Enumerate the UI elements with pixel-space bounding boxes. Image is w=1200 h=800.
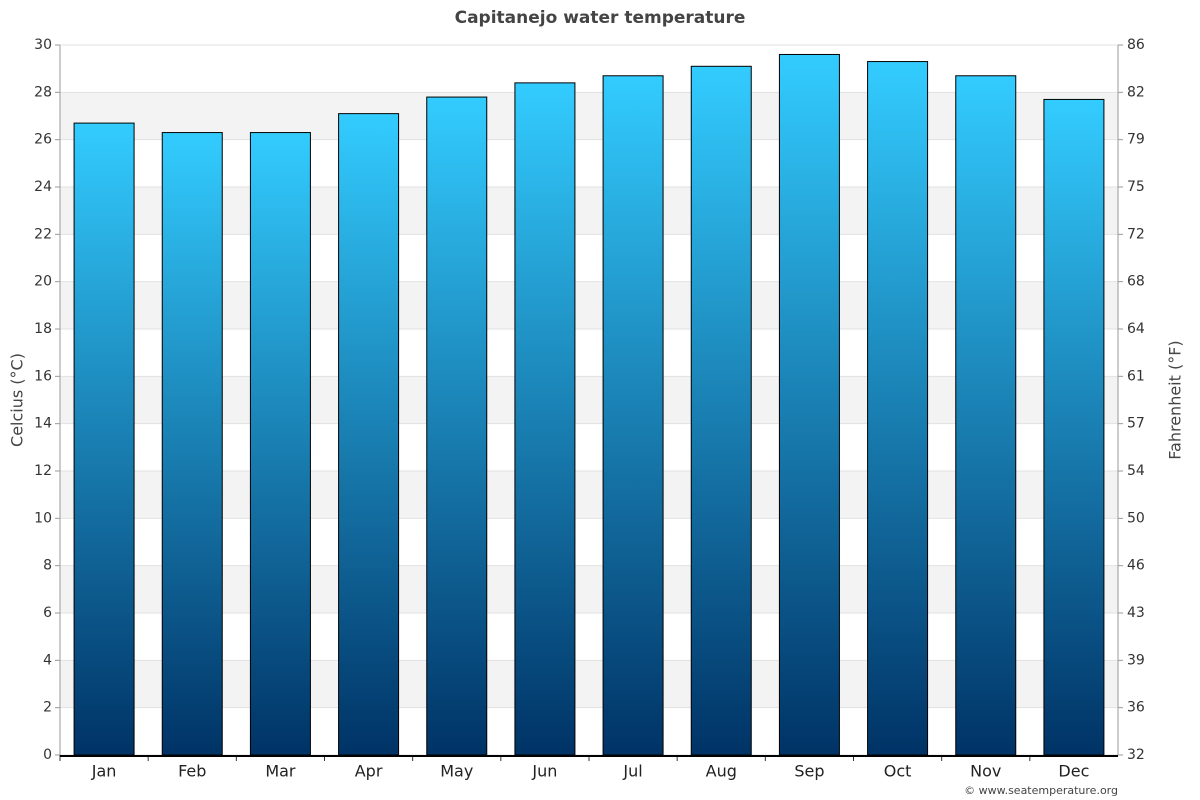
- x-tick-label: May: [440, 762, 473, 781]
- y-tick-label: 12: [34, 463, 52, 479]
- y2-tick-label: 39: [1127, 652, 1145, 668]
- y-tick-label: 10: [34, 510, 52, 526]
- y-tick-label: 18: [34, 321, 52, 337]
- bar: [73, 122, 135, 756]
- bar: [690, 65, 752, 756]
- x-tick-label: Oct: [884, 762, 912, 781]
- bar: [955, 75, 1017, 756]
- bar: [778, 53, 840, 756]
- y2-tick-label: 43: [1127, 605, 1145, 621]
- grid-band: [60, 565, 1118, 613]
- y2-tick-label: 75: [1127, 179, 1145, 195]
- x-tick-label: Mar: [265, 762, 296, 781]
- y-tick-label: 8: [43, 558, 52, 574]
- x-tick-label: Nov: [970, 762, 1001, 781]
- y-tick-label: 14: [34, 416, 52, 432]
- bar: [867, 61, 929, 756]
- y2-tick-label: 86: [1127, 37, 1145, 53]
- x-tick-label: Aug: [706, 762, 737, 781]
- y-tick-label: 6: [43, 605, 52, 621]
- grid-band: [60, 471, 1118, 519]
- y2-tick-label: 50: [1127, 510, 1145, 526]
- y-tick-label: 20: [34, 274, 52, 290]
- y2-tick-label: 79: [1127, 132, 1145, 148]
- y-tick-label: 24: [34, 179, 52, 195]
- x-tick-label: Jan: [91, 762, 117, 781]
- grid-band: [60, 660, 1118, 708]
- x-tick-label: Sep: [794, 762, 824, 781]
- y-tick-label: 30: [34, 37, 52, 53]
- y2-tick-label: 57: [1127, 416, 1145, 432]
- y2-tick-label: 54: [1127, 463, 1145, 479]
- bar: [602, 75, 664, 756]
- y-tick-label: 26: [34, 132, 52, 148]
- y-tick-label: 22: [34, 226, 52, 242]
- y-tick-label: 4: [43, 652, 52, 668]
- y2-tick-label: 72: [1127, 226, 1145, 242]
- y2-tick-label: 36: [1127, 700, 1145, 716]
- bar: [249, 132, 311, 756]
- y2-tick-label: 61: [1127, 368, 1145, 384]
- chart-title: Capitanejo water temperature: [455, 8, 746, 28]
- y-tick-label: 0: [43, 747, 52, 763]
- y2-tick-label: 68: [1127, 274, 1145, 290]
- y2-tick-label: 82: [1127, 84, 1145, 100]
- bar: [161, 132, 223, 756]
- x-tick-label: Jul: [622, 762, 642, 781]
- credit: © www.seatemperature.org: [964, 784, 1118, 797]
- grid-band: [60, 187, 1118, 235]
- grid-band: [60, 92, 1118, 140]
- y2-tick-label: 46: [1127, 558, 1145, 574]
- y2-axis-label: Fahrenheit (°F): [1166, 340, 1185, 459]
- y-tick-label: 28: [34, 84, 52, 100]
- y2-tick-label: 64: [1127, 321, 1145, 337]
- x-tick-label: Dec: [1058, 762, 1089, 781]
- grid-band: [60, 376, 1118, 424]
- grid-band: [60, 281, 1118, 329]
- bar: [1043, 98, 1105, 756]
- y2-tick-label: 32: [1127, 747, 1145, 763]
- x-tick-label: Feb: [178, 762, 206, 781]
- y-tick-label: 16: [34, 368, 52, 384]
- x-tick-label: Apr: [355, 762, 383, 781]
- bar: [426, 96, 488, 756]
- bar: [514, 82, 576, 756]
- bar: [338, 113, 400, 756]
- y-axis-label: Celcius (°C): [8, 353, 27, 447]
- x-tick-label: Jun: [531, 762, 557, 781]
- y-tick-label: 2: [43, 700, 52, 716]
